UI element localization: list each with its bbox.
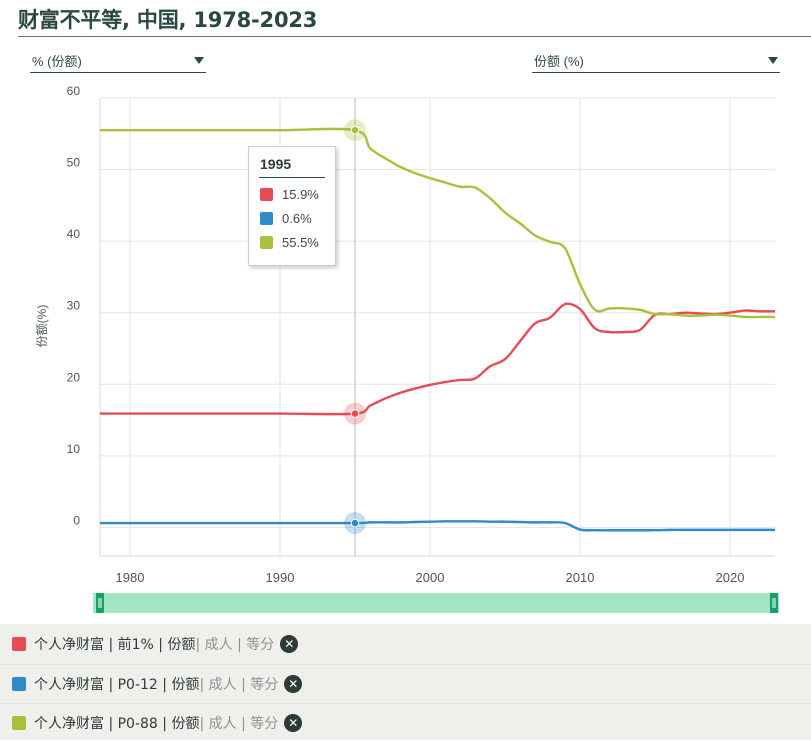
swatch-green [260,236,273,249]
legend-item-top1[interactable]: 个人净财富 | 前1% | 份额 | 成人 | 等分 ✕ [0,625,811,663]
y-tick-label: 0 [73,513,80,527]
x-tick-label: 2000 [416,570,445,585]
x-tick-label: 1990 [266,570,295,585]
legend-swatch-blue [12,677,26,691]
swatch-red [260,188,273,201]
legend-item-p0-88[interactable]: 个人净财富 | P0-88 | 份额 | 成人 | 等分 ✕ [0,703,811,742]
remove-series-icon[interactable]: ✕ [284,675,303,693]
hover-point-p0_12 [350,518,360,528]
range-handle-left[interactable] [96,593,104,613]
y-tick-label: 40 [67,227,81,241]
legend-label-main: 个人净财富 | P0-12 | 份额 [34,677,200,693]
legend-label-muted: | 成人 | 等分 [199,716,279,732]
x-tick-label: 1980 [116,570,145,585]
range-slider [93,593,779,613]
tooltip-year: 1995 [260,156,292,172]
tooltip-value-p0-12: 0.6% [282,211,312,226]
y-tick-label: 60 [67,84,81,98]
unit-select-left-value: % (份额) [32,53,82,69]
series-line-top1 [100,302,776,416]
legend-label-muted: | 成人 | 等分 [199,677,279,693]
unit-select-right-value: 份额 (%) [534,53,584,69]
hover-point-p0_88 [350,125,360,135]
legend-swatch-red [12,637,26,651]
chart-series [100,127,776,532]
y-tick-label: 50 [67,156,81,170]
legend-swatch-green [12,716,26,730]
legend-item-p0-12[interactable]: 个人净财富 | P0-12 | 份额 | 成人 | 等分 ✕ [0,664,811,703]
tooltip-divider [259,177,325,178]
tooltip-row-p0-12: 0.6% [260,211,312,226]
page-title: 财富不平等, 中国, 1978-2023 [18,8,318,32]
legend-label-main: 个人净财富 | P0-88 | 份额 [34,716,200,732]
y-axis-label: 份额(%) [35,305,49,348]
hover-markers [344,119,366,535]
chart-axes: 0 10 20 30 40 50 60 1980 1990 2000 2010 2020 [67,84,775,585]
legend-label-main: 个人净财富 | 前1% | 份额 [34,637,196,653]
remove-series-icon[interactable]: ✕ [280,635,299,653]
range-slider-track[interactable] [93,593,779,613]
title-divider [18,36,811,37]
range-handle-right[interactable] [770,593,778,613]
unit-select-right[interactable]: 份额 (%) [532,48,780,73]
series-line-p0_88 [100,127,775,319]
legend-label-muted: | 成人 | 等分 [195,637,275,653]
remove-series-icon[interactable]: ✕ [284,714,303,732]
x-tick-label: 2020 [716,570,745,585]
chevron-down-icon [768,56,778,64]
chevron-down-icon [194,56,204,64]
tooltip-value-top1: 15.9% [282,187,319,202]
chart-tooltip: 1995 15.9% 0.6% 55.5% [248,146,336,266]
tooltip-row-p0-88: 55.5% [260,235,319,250]
unit-select-left[interactable]: % (份额) [30,48,206,73]
y-tick-label: 30 [67,299,81,313]
series-line-p0_12 [100,520,775,532]
hover-point-top1 [350,409,360,418]
series-legend: 个人净财富 | 前1% | 份额 | 成人 | 等分 ✕ 个人净财富 | P0-… [0,624,811,740]
swatch-blue [260,212,273,225]
y-tick-label: 20 [67,370,81,384]
tooltip-value-p0-88: 55.5% [282,235,319,250]
y-tick-label: 10 [67,442,81,456]
chart-grid [100,97,775,556]
line-chart: 0 10 20 30 40 50 60 1980 1990 2000 2010 2020 份额(%) [35,84,779,613]
x-tick-label: 2010 [566,570,595,585]
tooltip-row-top1: 15.9% [260,187,319,202]
